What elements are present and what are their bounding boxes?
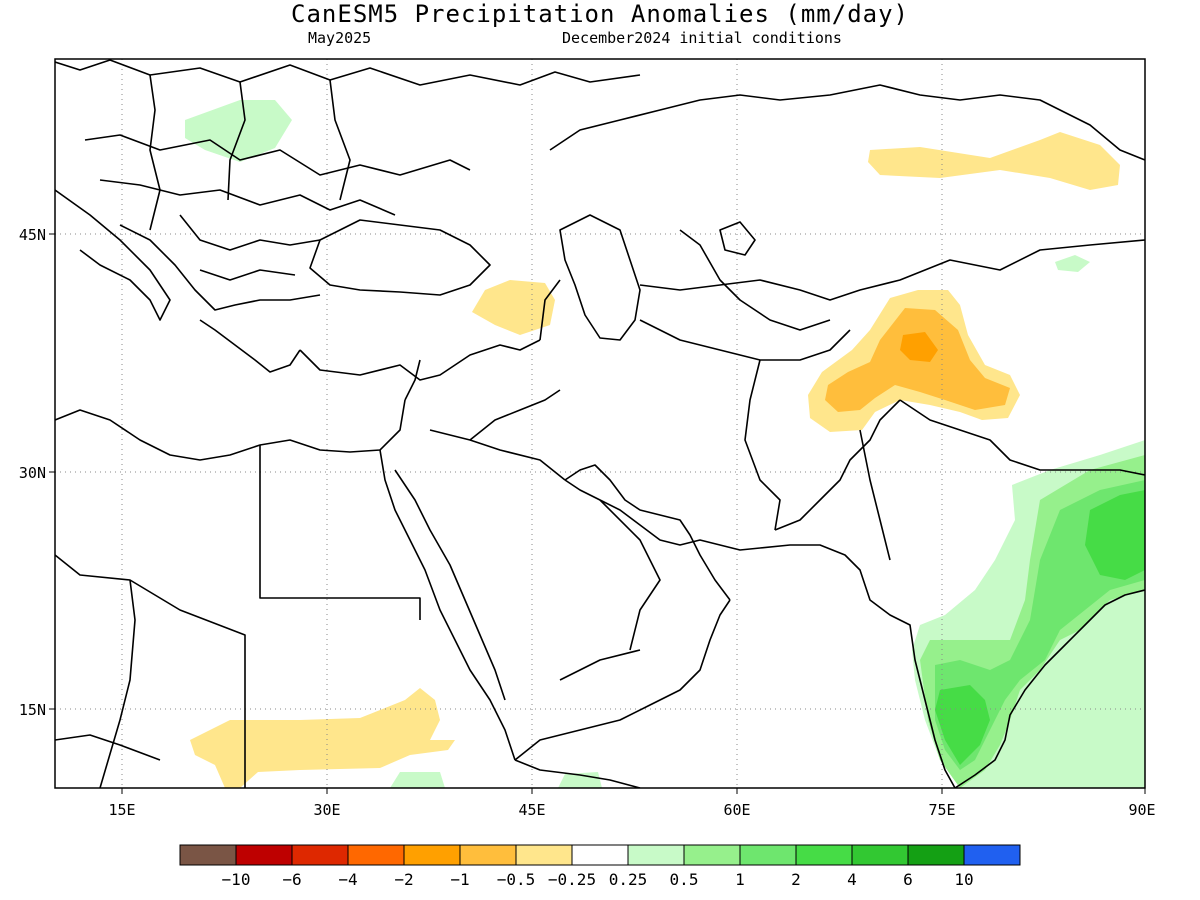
anomaly-shading — [185, 100, 1145, 788]
legend-label: −10 — [222, 870, 251, 889]
legend-label: −6 — [282, 870, 301, 889]
border — [639, 239, 1145, 301]
coastline — [759, 544, 956, 788]
anomaly-area-positive-stronger — [1085, 490, 1145, 580]
legend-swatch — [235, 844, 293, 866]
legend-label: −0.5 — [497, 870, 536, 889]
coastline — [404, 359, 421, 401]
border — [539, 279, 561, 341]
legend-swatch — [683, 844, 741, 866]
map-frame — [54, 58, 1146, 789]
border — [744, 359, 781, 531]
legend-swatch — [739, 844, 797, 866]
anomaly-area-negative-strong — [900, 332, 938, 362]
border — [149, 74, 161, 231]
lon-label-90e: 90E — [1128, 801, 1155, 819]
coastline — [299, 339, 541, 381]
border — [329, 79, 351, 201]
legend-label: 0.25 — [609, 870, 648, 889]
legend-swatch — [403, 844, 461, 866]
legend-label: 2 — [791, 870, 801, 889]
coastline — [564, 479, 761, 551]
legend-swatch — [459, 844, 517, 866]
border — [55, 554, 246, 788]
anomaly-area-positive-light — [185, 100, 292, 162]
anomaly-area-negative-light — [868, 132, 1120, 190]
map-title: CanESM5 Precipitation Anomalies (mm/day) — [291, 0, 909, 28]
border — [679, 229, 831, 331]
lon-label-60e: 60E — [723, 801, 750, 819]
anomaly-area-positive-light — [558, 772, 602, 788]
border — [859, 429, 891, 561]
legend-swatch — [627, 844, 685, 866]
legend-swatch — [571, 844, 629, 866]
border — [599, 499, 661, 651]
border — [84, 134, 471, 176]
legend-swatch — [907, 844, 965, 866]
border — [199, 269, 296, 281]
legend-swatch — [291, 844, 349, 866]
legend-label: 10 — [954, 870, 973, 889]
anomaly-area-positive-stronger — [935, 685, 990, 765]
legend-label: 4 — [847, 870, 857, 889]
coastline — [394, 469, 506, 701]
border — [899, 399, 1145, 476]
border — [259, 445, 421, 620]
border — [227, 81, 246, 201]
legend-swatch — [963, 844, 1021, 866]
coastline — [55, 189, 171, 321]
legend-swatch — [515, 844, 573, 866]
legend-swatch — [179, 844, 237, 866]
border — [179, 214, 321, 251]
axis-ticks — [49, 233, 1146, 794]
coastline — [55, 399, 406, 461]
coastline — [514, 599, 731, 761]
coastline — [559, 214, 641, 341]
coastline — [379, 449, 516, 761]
lon-label-75e: 75E — [928, 801, 955, 819]
coastline — [954, 589, 1145, 788]
legend-swatch — [851, 844, 909, 866]
lon-label-45e: 45E — [518, 801, 545, 819]
legend-swatches — [179, 844, 1021, 866]
anomaly-area-negative-light — [190, 688, 455, 788]
legend-labels: −10 −6 −4 −2 −1 −0.5 −0.25 0.25 0.5 1 2 4 6 10 — [222, 870, 974, 889]
coastline — [309, 219, 491, 296]
coastline — [119, 224, 321, 311]
legend-label: 6 — [903, 870, 913, 889]
legend-swatch — [795, 844, 853, 866]
border — [559, 649, 641, 681]
anomaly-area-positive-light — [390, 772, 445, 788]
coastlines-and-borders — [55, 59, 1145, 788]
coastline — [514, 759, 641, 788]
anomaly-area-positive-light — [1055, 255, 1090, 272]
legend-label: 0.5 — [670, 870, 699, 889]
legend-label: 1 — [735, 870, 745, 889]
border — [549, 84, 1145, 161]
border — [429, 429, 566, 481]
border — [55, 734, 161, 761]
legend-label: −2 — [394, 870, 413, 889]
forecast-month: May2025 — [308, 29, 372, 47]
lon-label-30e: 30E — [313, 801, 340, 819]
coastline — [564, 464, 731, 601]
border — [774, 399, 901, 531]
graticule — [55, 59, 1145, 788]
initial-conditions-label: December2024 initial conditions — [562, 29, 842, 47]
border — [99, 179, 396, 216]
lat-label-30n: 30N — [19, 464, 46, 482]
coastline — [719, 221, 756, 256]
lat-label-15n: 15N — [19, 701, 46, 719]
legend-label: −4 — [338, 870, 357, 889]
legend-swatch — [347, 844, 405, 866]
lat-label-45n: 45N — [19, 226, 46, 244]
anomaly-area-negative-light — [472, 280, 555, 335]
coastline — [199, 319, 301, 373]
legend-label: −0.25 — [548, 870, 596, 889]
legend-label: −1 — [450, 870, 469, 889]
border — [469, 389, 561, 441]
lon-label-15e: 15E — [108, 801, 135, 819]
